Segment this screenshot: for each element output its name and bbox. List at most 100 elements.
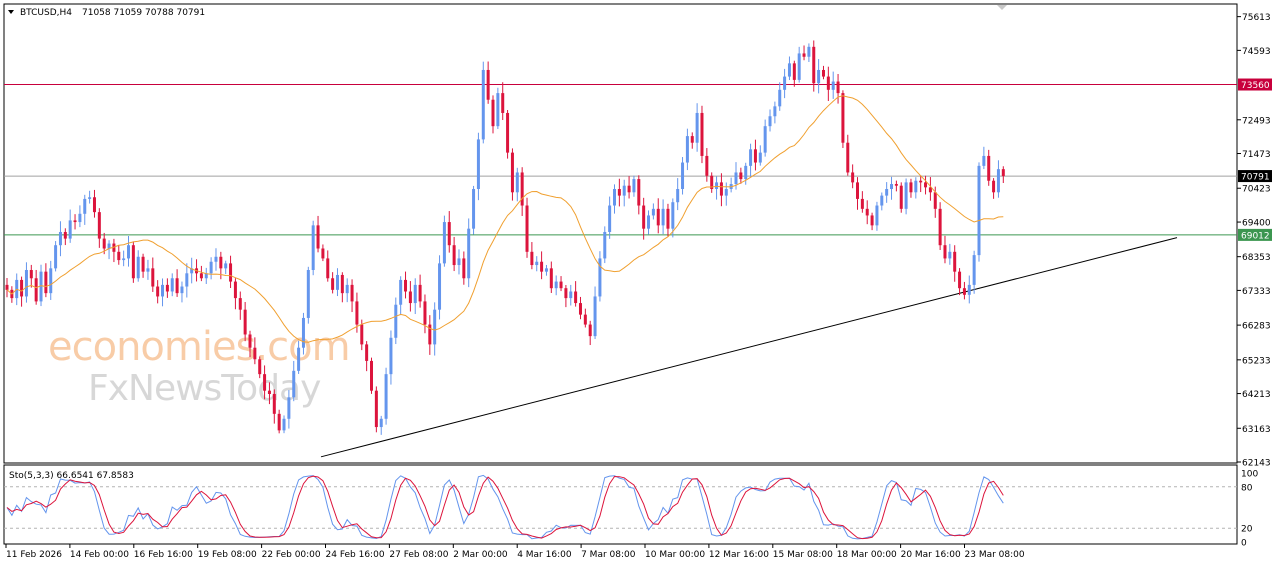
candle [287, 390, 291, 429]
time-tick-label: 11 Feb 2026 [6, 550, 62, 560]
candle-body [753, 149, 757, 163]
candle-body [515, 172, 519, 193]
candle [161, 278, 165, 307]
candle [204, 267, 208, 284]
candle [856, 177, 859, 210]
candle-body [525, 205, 529, 252]
candle [370, 357, 373, 394]
candle-body [826, 76, 830, 90]
candle-body [316, 225, 320, 249]
candle [156, 280, 160, 304]
candle-body [117, 251, 121, 261]
candle-body [749, 149, 753, 166]
candle [690, 132, 694, 149]
candle-body [204, 273, 208, 279]
candle-body [992, 180, 996, 193]
candle-body [24, 270, 28, 297]
candle-body [846, 142, 850, 173]
candle [83, 194, 87, 225]
candle-body [540, 261, 544, 272]
candle-body [685, 136, 689, 163]
candle [773, 101, 777, 124]
candle [151, 257, 155, 292]
candle-body [156, 286, 160, 297]
main-panel[interactable] [3, 3, 1238, 464]
candle-body [224, 263, 228, 269]
candle [982, 146, 986, 170]
candle [865, 200, 869, 225]
candle-body [598, 258, 602, 297]
price-tick-label: 69400 [1242, 219, 1271, 229]
candle [433, 302, 437, 356]
candle [851, 164, 855, 189]
time-tick-label: 10 Mar 00:00 [645, 550, 705, 560]
candle [559, 276, 563, 292]
chart-shift-marker-icon[interactable] [997, 5, 1007, 10]
candle [914, 177, 918, 199]
candle [423, 294, 427, 334]
time-tick-label: 19 Feb 08:00 [198, 550, 257, 560]
candle [399, 276, 403, 316]
candle-body [199, 273, 203, 279]
candle [404, 271, 408, 299]
stochastic-layer [4, 474, 1237, 540]
candle [841, 90, 845, 149]
candle [457, 249, 461, 275]
candle-body [890, 184, 894, 189]
candle [632, 175, 636, 197]
candle [899, 182, 903, 213]
candle-body [763, 126, 767, 153]
candle-body [622, 185, 626, 196]
candle [496, 87, 500, 130]
time-tick-label: 23 Mar 08:00 [965, 550, 1025, 560]
candle-body [404, 279, 408, 292]
candle-body [885, 188, 889, 196]
candle-body [987, 155, 991, 181]
candle-body [355, 301, 359, 325]
candle-body [399, 279, 403, 305]
candle-body [773, 106, 777, 117]
candle [258, 356, 262, 379]
candle-body [238, 298, 242, 310]
candle [807, 43, 811, 63]
candle [24, 262, 28, 303]
trendline-layer [320, 237, 1178, 458]
candle [744, 162, 748, 185]
candle [792, 60, 796, 87]
candle-body [647, 215, 651, 229]
candle [753, 139, 757, 171]
candle-body [817, 69, 821, 84]
symbol-menu-arrow-icon[interactable] [8, 10, 14, 14]
candle-body [63, 231, 67, 239]
candle [267, 382, 271, 405]
stoch-axis-label: 20 [1241, 525, 1253, 535]
candle [282, 415, 286, 434]
candle-body [996, 169, 1000, 193]
candle [681, 157, 685, 195]
time-tick-label: 12 Mar 16:00 [709, 550, 769, 560]
candle [642, 197, 646, 240]
candle-body [836, 81, 840, 94]
time-tick-label: 16 Feb 16:00 [134, 550, 193, 560]
candle-body [632, 179, 636, 193]
candle-body [578, 303, 582, 315]
candle [647, 210, 651, 235]
candle-body [666, 208, 670, 229]
candle [826, 66, 830, 102]
candle-body [919, 180, 923, 183]
candle-body [370, 360, 373, 391]
price-tick-label: 70423 [1242, 185, 1271, 195]
time-tick-label: 24 Feb 16:00 [326, 550, 385, 560]
ohlc-values: 71058 71059 70788 70791 [82, 8, 205, 18]
candle-body [778, 89, 782, 107]
candle-body [953, 251, 957, 272]
candle [297, 340, 301, 374]
candle-body [933, 192, 937, 209]
trendline[interactable] [320, 237, 1178, 458]
candle-body [122, 258, 126, 261]
candle [447, 211, 451, 253]
price-tick-label: 64213 [1242, 390, 1271, 400]
candle [608, 196, 612, 239]
candle-body [462, 258, 466, 279]
